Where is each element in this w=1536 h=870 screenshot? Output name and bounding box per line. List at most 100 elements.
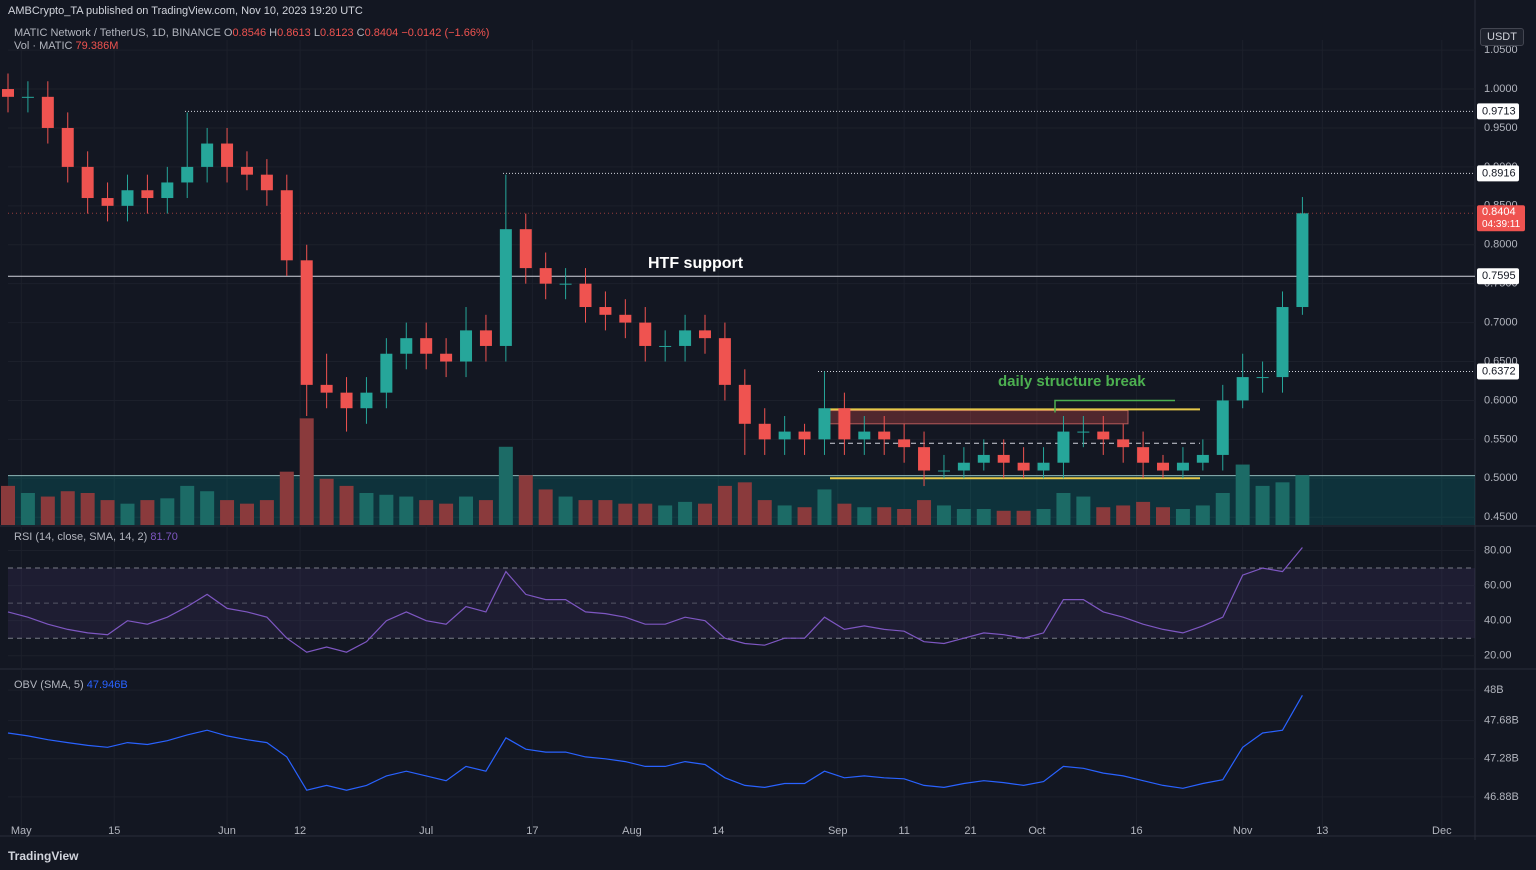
candle-body	[519, 229, 532, 269]
candle-body	[977, 454, 990, 463]
volume-bar	[459, 496, 474, 525]
candle-body	[1157, 462, 1170, 471]
candle-body	[161, 182, 174, 199]
level-tag-label: 0.8916	[1482, 167, 1516, 179]
candle-body	[460, 330, 473, 362]
y-tick-label: 47.68B	[1484, 715, 1519, 727]
level-tag-label: 0.9713	[1482, 105, 1516, 117]
x-tick-label: Jul	[419, 825, 433, 837]
volume-bar	[140, 500, 155, 525]
candle-body	[280, 190, 293, 261]
volume-bar	[1295, 475, 1310, 525]
volume-bar	[319, 478, 334, 525]
candle-body	[320, 384, 333, 393]
candle-body	[997, 454, 1010, 463]
x-tick-label: 14	[712, 825, 724, 837]
candle-body	[619, 314, 632, 323]
candle-body	[838, 408, 851, 440]
candle-body	[41, 96, 54, 128]
candle-body	[81, 166, 94, 199]
volume-bar	[160, 498, 175, 525]
volume-bar	[936, 505, 951, 525]
level-tag-label: 0.7595	[1482, 270, 1516, 282]
obv-value: 47.946B	[86, 679, 128, 691]
ohlc-value: −0.0142 (−1.66%)	[401, 27, 490, 39]
volume-bar	[1235, 464, 1250, 525]
break-level	[1054, 399, 1175, 413]
x-tick-label: 17	[526, 825, 538, 837]
volume-bar	[498, 446, 513, 525]
y-tick-label: 0.5000	[1484, 472, 1518, 484]
candle-body	[141, 190, 154, 199]
volume-bar	[1175, 509, 1190, 525]
candle-body	[440, 353, 453, 362]
x-tick-label: Oct	[1028, 825, 1045, 837]
y-tick-label: 0.7000	[1484, 316, 1518, 328]
volume-bar	[1016, 510, 1031, 525]
y-tick-label: 80.00	[1484, 544, 1512, 556]
x-tick-label: 11	[898, 825, 909, 837]
volume-bar	[917, 500, 932, 525]
volume-bar	[60, 491, 75, 525]
candle-body	[659, 345, 672, 347]
obv-legend: OBV (SMA, 5) 47.946B	[14, 679, 128, 691]
volume-bar	[777, 505, 792, 525]
candle-body	[718, 338, 731, 385]
candle-body	[918, 447, 931, 471]
volume-bar	[1215, 493, 1230, 525]
volume-bar	[299, 418, 314, 525]
candle-body	[1196, 454, 1209, 463]
volume-value: 79.386M	[75, 40, 119, 52]
volume-bar	[1255, 485, 1270, 525]
volume-bar	[80, 493, 95, 525]
y-tick-label: 1.0500	[1484, 44, 1518, 56]
candle-body	[1077, 431, 1090, 433]
ohlc-value: 0.8404	[364, 27, 399, 39]
volume-bar	[678, 501, 693, 525]
candle-body	[878, 431, 891, 440]
last-price-tag	[1477, 205, 1525, 232]
candle-body	[679, 330, 692, 346]
candle-body	[479, 330, 492, 346]
volume-bar	[578, 500, 593, 525]
volume-bar	[120, 503, 135, 525]
currency-button[interactable]: USDT	[1480, 28, 1524, 46]
ohlc-label: O	[223, 27, 233, 39]
symbol: MATIC Network / TetherUS, 1D, BINANCE	[14, 27, 221, 39]
candle-body	[639, 322, 652, 346]
rsi-title: RSI (14, close, SMA, 14, 2)	[14, 531, 148, 543]
candle-body	[698, 330, 711, 339]
candle-body	[499, 229, 512, 346]
candle-body	[340, 392, 353, 409]
candle-body	[300, 260, 313, 385]
rsi-value: 81.70	[150, 531, 178, 543]
countdown: 04:39:11	[1482, 219, 1521, 230]
volume-bar	[339, 485, 354, 525]
volume-bar	[976, 509, 991, 525]
candle-body	[1256, 377, 1269, 379]
volume-bar	[558, 496, 573, 525]
volume-bar	[419, 500, 434, 525]
volume-bar	[20, 493, 35, 525]
volume-bar	[737, 482, 752, 525]
candle-body	[957, 462, 970, 471]
y-tick-label: 0.6000	[1484, 394, 1518, 406]
candle-body	[1216, 400, 1229, 455]
volume-bar	[279, 471, 294, 525]
candle-body	[1176, 462, 1189, 471]
y-tick-label: 1.0000	[1484, 83, 1518, 95]
level-tag-label: 0.6372	[1482, 365, 1516, 377]
volume-bar	[1156, 507, 1171, 525]
candle-body	[21, 96, 34, 98]
candle-body	[738, 384, 751, 424]
x-tick-label: 21	[964, 825, 976, 837]
volume-bar	[200, 491, 215, 525]
annotation: HTF support	[648, 255, 744, 272]
volume-bar	[399, 496, 414, 525]
volume-bar	[40, 496, 55, 525]
publisher: AMBCrypto_TA published on TradingView.co…	[8, 5, 363, 17]
y-tick-label: 0.8000	[1484, 239, 1518, 251]
candle-body	[1017, 462, 1030, 471]
